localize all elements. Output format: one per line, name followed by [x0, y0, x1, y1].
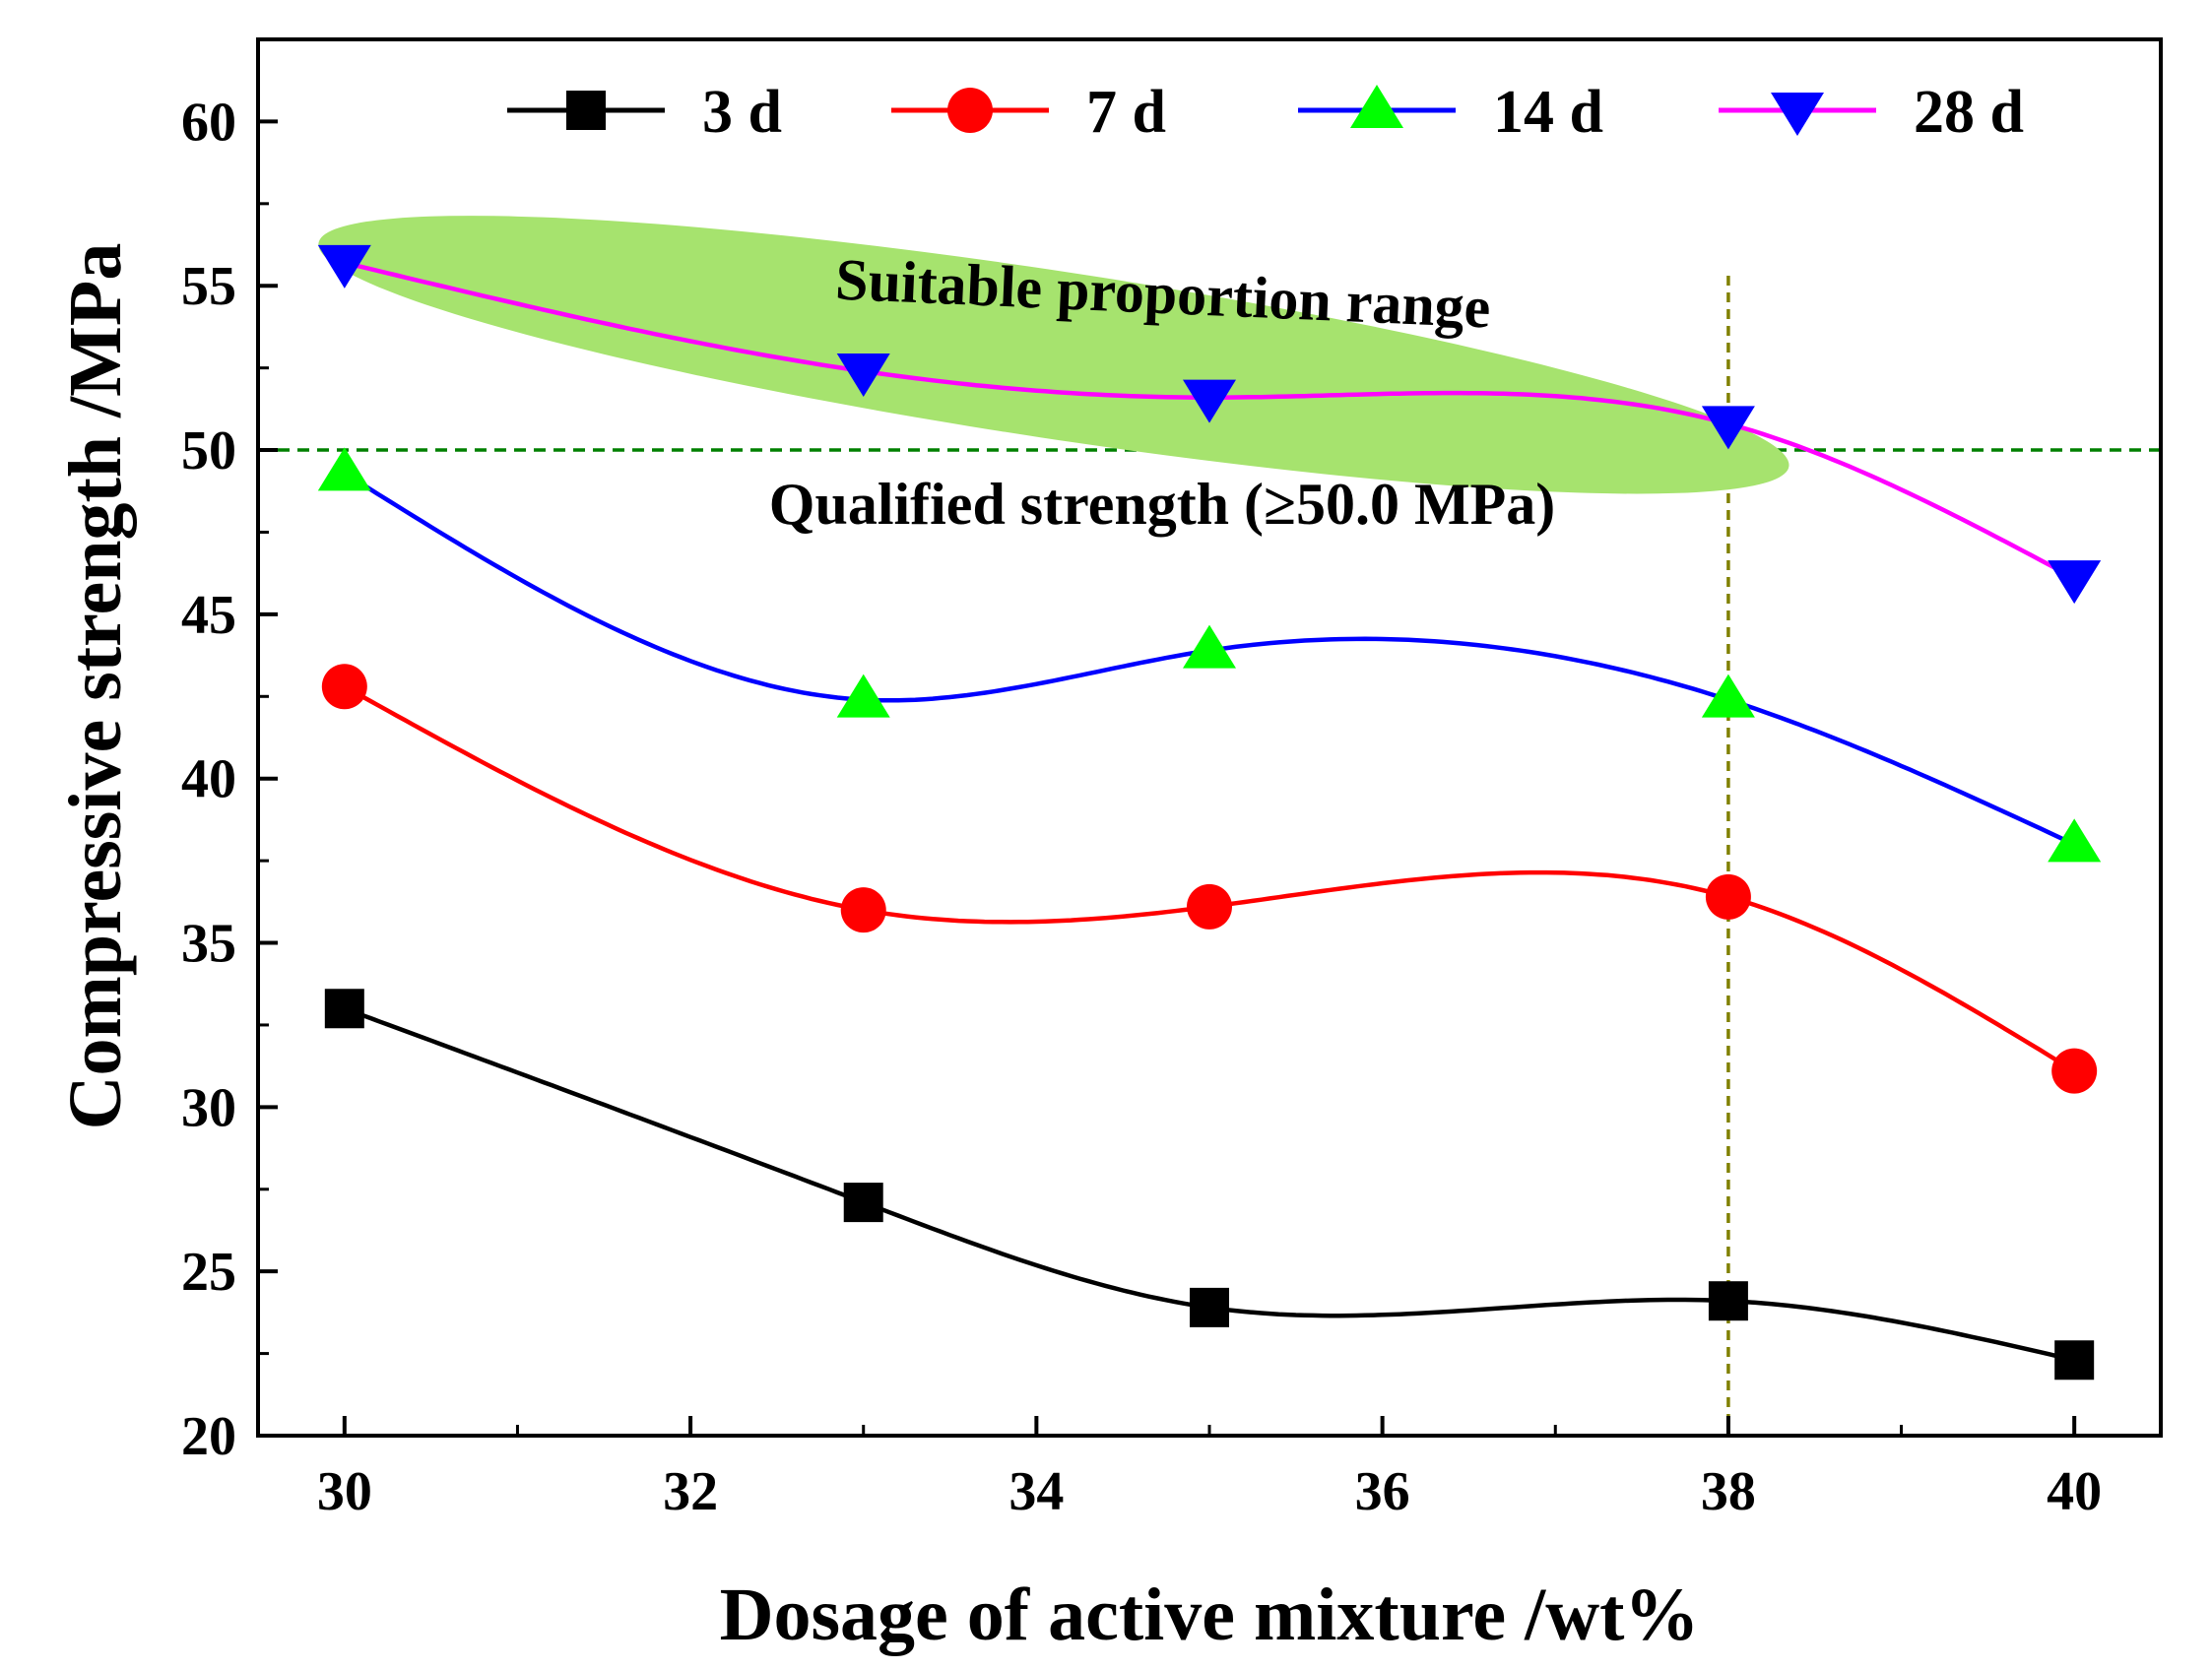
x-tick-label: 38: [1701, 1461, 1756, 1522]
legend-label-28-d: 28 d: [1914, 79, 2024, 146]
axes: 30 32 34 36 38 40 20 25 30 35 40 45 50 55 60: [181, 92, 2102, 1522]
point-3-d-35: [1190, 1287, 1229, 1327]
point-28-d-35: [1183, 379, 1236, 423]
point-14-d-35: [1183, 624, 1236, 669]
legend-marker-28-d: [1771, 93, 1824, 136]
y-tick-label: 30: [181, 1077, 236, 1138]
y-tick-label: 50: [181, 420, 236, 482]
suitable-range-ellipse: [318, 216, 1789, 494]
y-tick-label: 40: [181, 749, 236, 810]
legend-label-14-d: 14 d: [1493, 79, 1603, 146]
point-28-d-33: [836, 353, 890, 397]
x-tick-label: 40: [2047, 1461, 2102, 1522]
legend-marker-14-d: [1350, 85, 1403, 128]
series-markers: [317, 244, 2102, 1381]
point-14-d-33: [836, 674, 890, 718]
x-tick-label: 36: [1355, 1461, 1410, 1522]
point-14-d-30: [317, 447, 371, 491]
x-tick-label: 34: [1008, 1461, 1064, 1522]
legend-label-7-d: 7 d: [1086, 79, 1166, 146]
point-28-d-30: [317, 244, 371, 289]
legend-marker-3-d: [566, 91, 606, 130]
point-14-d-38: [1701, 674, 1755, 718]
qualified-strength-label: Qualified strength (≥50.0 MPa): [769, 472, 1555, 537]
x-tick-label: 32: [663, 1461, 718, 1522]
point-28-d-40: [2048, 560, 2102, 605]
point-7-d-35: [1187, 883, 1232, 930]
legend-marker-7-d: [947, 88, 993, 133]
y-tick-label: 60: [181, 92, 236, 153]
series-line-7-d: [343, 684, 2076, 1073]
x-axis-title: Dosage of active mixture /wt%: [720, 1574, 1700, 1656]
y-tick-label: 20: [181, 1406, 236, 1467]
legend: 3 d 7 d 14 d 28 d: [507, 79, 2024, 146]
y-tick-label: 55: [181, 256, 236, 317]
point-3-d-30: [324, 989, 364, 1029]
legend-label-3-d: 3 d: [702, 79, 782, 146]
y-axis-title: Compressive strength /MPa: [54, 243, 137, 1130]
point-7-d-33: [840, 887, 886, 933]
point-7-d-38: [1705, 873, 1751, 920]
y-tick-label: 35: [181, 914, 236, 975]
point-3-d-33: [843, 1183, 883, 1223]
point-28-d-38: [1701, 406, 1755, 450]
suitable-range-highlight: [318, 216, 1789, 494]
point-3-d-38: [1708, 1281, 1748, 1321]
y-tick-label: 45: [181, 585, 236, 646]
point-7-d-30: [321, 664, 367, 710]
point-3-d-40: [2054, 1340, 2095, 1381]
y-tick-label: 25: [181, 1242, 236, 1303]
point-14-d-40: [2048, 818, 2102, 863]
point-7-d-40: [2051, 1048, 2098, 1094]
x-tick-label: 30: [317, 1461, 372, 1522]
